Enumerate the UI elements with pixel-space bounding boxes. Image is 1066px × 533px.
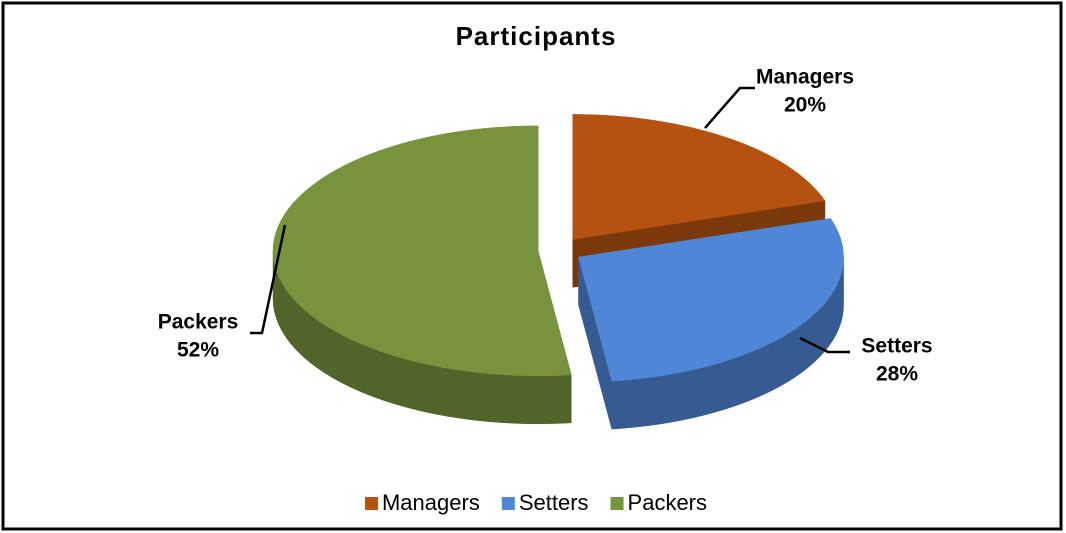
legend-item: Packers: [610, 490, 707, 515]
data-label-value: 52%: [177, 339, 219, 362]
slice: [272, 125, 572, 377]
data-labels: Managers 20% Setters 28% Packers 52%: [158, 66, 933, 386]
leader-line: [799, 336, 850, 354]
legend-label: Setters: [519, 490, 589, 515]
legend-label: Packers: [628, 490, 707, 515]
leader-line: [704, 86, 755, 129]
chart-title: Participants: [456, 21, 617, 51]
legend-swatch: [364, 497, 378, 510]
data-label-name: Setters: [861, 335, 932, 358]
leader-line: [250, 224, 287, 335]
legend: Managers Setters Packers: [364, 490, 707, 515]
data-label-value: 20%: [784, 94, 826, 117]
legend-item: Setters: [501, 490, 589, 515]
data-label-name: Managers: [756, 66, 854, 89]
data-label-name: Packers: [158, 311, 239, 334]
slice: [578, 218, 844, 382]
legend-item: Managers: [364, 490, 480, 515]
slice: [572, 114, 826, 240]
legend-swatch: [501, 497, 515, 510]
legend-swatch: [610, 497, 624, 510]
legend-label: Managers: [382, 490, 480, 515]
pie: [272, 114, 844, 430]
data-label-value: 28%: [876, 363, 918, 386]
